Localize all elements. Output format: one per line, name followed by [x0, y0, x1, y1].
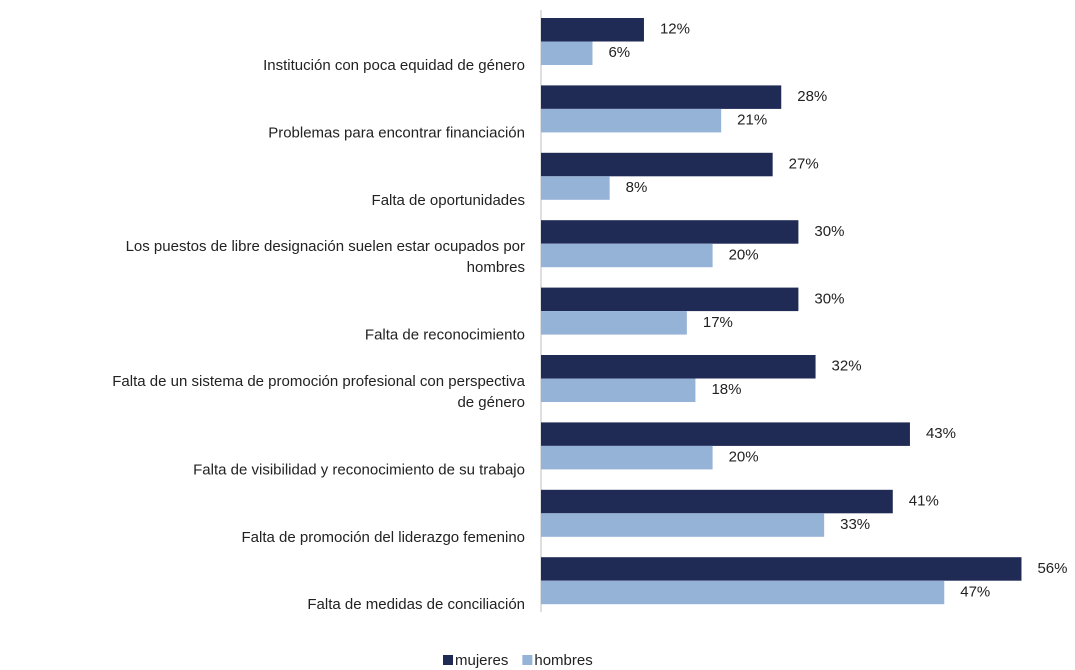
legend-swatch	[522, 655, 533, 665]
category-label: Falta de medidas de conciliación	[307, 596, 525, 613]
bar	[541, 557, 1022, 581]
category-label: Falta de promoción del liderazgo femenin…	[242, 529, 526, 546]
data-label: 30%	[814, 223, 844, 240]
bar	[541, 108, 722, 133]
data-label: 18%	[711, 381, 741, 398]
data-label: 20%	[729, 449, 759, 466]
bar	[541, 489, 893, 514]
data-label: 30%	[814, 290, 844, 307]
bar	[541, 311, 687, 335]
legend-label: mujeres	[455, 652, 508, 669]
data-label: 20%	[729, 246, 759, 263]
data-label: 32%	[832, 358, 862, 375]
bar	[541, 378, 696, 402]
data-label: 21%	[737, 112, 767, 129]
bar	[541, 152, 773, 177]
data-label: 47%	[960, 583, 990, 600]
bar	[541, 18, 644, 42]
data-label: 41%	[909, 493, 939, 510]
data-label: 12%	[660, 21, 690, 38]
data-label: 8%	[626, 179, 648, 196]
data-label: 56%	[1037, 560, 1067, 577]
bar	[541, 85, 782, 109]
category-label: Los puestos de libre designación suelen …	[126, 238, 525, 276]
bar	[541, 220, 799, 244]
category-label: Falta de reconocimiento	[365, 327, 525, 344]
bar	[541, 176, 610, 200]
bar	[541, 580, 945, 605]
bar	[541, 355, 816, 379]
legend-swatch	[443, 655, 453, 665]
category-label: Institución con poca equidad de género	[263, 57, 525, 74]
bar	[541, 422, 910, 446]
bar	[541, 41, 593, 65]
legend-label: hombres	[534, 652, 592, 669]
category-label: Falta de visibilidad y reconocimiento de…	[193, 461, 525, 478]
data-label: 27%	[789, 156, 819, 173]
category-label: Falta de oportunidades	[372, 192, 525, 209]
bar	[541, 287, 799, 312]
bar	[541, 243, 713, 268]
data-label: 43%	[926, 425, 956, 442]
data-label: 33%	[840, 516, 870, 533]
data-label: 6%	[608, 44, 630, 61]
bar	[541, 513, 825, 537]
bar	[541, 445, 713, 470]
category-label: Falta de un sistema de promoción profesi…	[112, 373, 525, 411]
data-label: 28%	[797, 88, 827, 105]
data-label: 17%	[703, 314, 733, 331]
category-label: Problemas para encontrar financiación	[268, 124, 525, 141]
